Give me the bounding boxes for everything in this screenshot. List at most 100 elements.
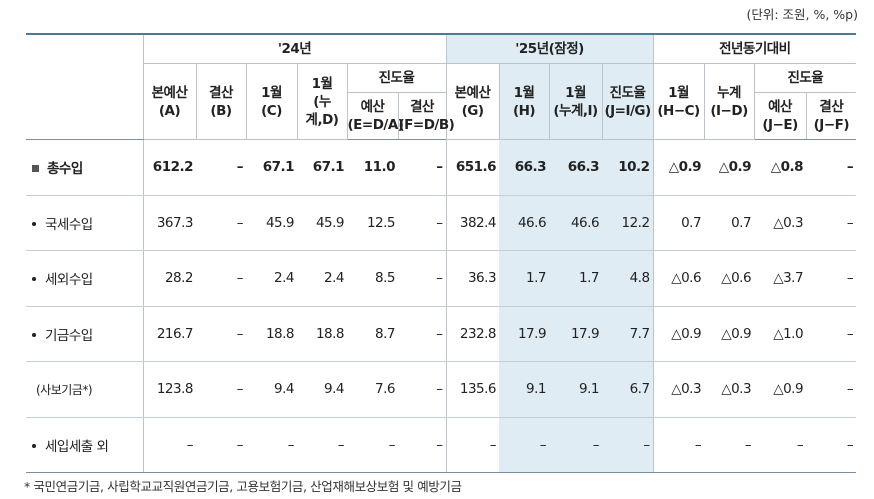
table-cell: 8.5 xyxy=(347,250,398,307)
table-cell: 17.9 xyxy=(549,306,603,362)
table-cell: – xyxy=(549,417,603,473)
table-cell: 46.6 xyxy=(549,195,603,251)
row-label: 기금수입 xyxy=(26,306,143,362)
table-cell: △0.8 xyxy=(754,139,807,196)
col-header-jf: 결산 (J−F) xyxy=(805,92,857,140)
header-progress-24: 진도율 xyxy=(346,63,447,93)
table-cell: – xyxy=(347,417,398,473)
table-cell: – xyxy=(754,417,807,473)
table-cell: △0.6 xyxy=(652,250,705,307)
table-cell: 4.8 xyxy=(602,250,654,307)
table-cell: 612.2 xyxy=(142,139,196,196)
table-row: 국세수입 367.3–45.9 45.9 12.5–382.4 46.6 46.6 12.2… xyxy=(26,195,857,251)
square-bullet-icon xyxy=(32,165,39,173)
table-cell: △0.9 xyxy=(652,139,705,196)
table-cell: – xyxy=(196,361,246,418)
col-header-b: 결산 (B) xyxy=(195,63,246,140)
table-cell: 8.7 xyxy=(347,306,398,362)
table-cell: 9.4 xyxy=(297,361,347,418)
header-group-25: '25년(잠정) xyxy=(445,33,654,64)
table-cell: 216.7 xyxy=(142,306,196,362)
table-cell: – xyxy=(398,250,447,307)
row-label: 국세수입 xyxy=(26,195,143,251)
table-cell: 651.6 xyxy=(445,139,500,196)
table-cell: △0.3 xyxy=(754,195,807,251)
table-cell: 9.4 xyxy=(246,361,297,418)
unit-note: (단위: 조원, %, %p) xyxy=(746,7,858,22)
table-cell: 9.1 xyxy=(499,361,550,418)
header-group-yoy: 전년동기대비 xyxy=(652,33,857,64)
table-cell: – xyxy=(297,417,347,473)
table-cell: – xyxy=(652,417,705,473)
table-cell: – xyxy=(142,417,196,473)
table-cell: 67.1 xyxy=(297,139,347,196)
row-label: 세외수입 xyxy=(26,250,143,307)
table-cell: △1.0 xyxy=(754,306,807,362)
table-cell: 0.7 xyxy=(652,195,705,251)
table-cell: 6.7 xyxy=(602,361,654,418)
table-cell: 2.4 xyxy=(246,250,297,307)
table-cell: 7.6 xyxy=(347,361,398,418)
col-header-h: 1월 (H) xyxy=(498,63,550,140)
table-cell: 0.7 xyxy=(704,195,755,251)
table-cell: – xyxy=(806,361,857,418)
table-cell: – xyxy=(806,417,857,473)
table-row: 세입세출 외 – – – – – – – – – – – – – – xyxy=(26,417,857,473)
table-cell: 12.2 xyxy=(602,195,654,251)
table-cell: △0.9 xyxy=(704,139,755,196)
dot-bullet-icon xyxy=(32,221,36,226)
row-label-text: 국세수입 xyxy=(45,216,93,233)
table-cell: 45.9 xyxy=(297,195,347,251)
table-cell: – xyxy=(196,139,246,196)
table-cell: – xyxy=(806,306,857,362)
table-cell: 1.7 xyxy=(549,250,603,307)
table-cell: – xyxy=(398,361,447,418)
row-label-text: 기금수입 xyxy=(45,327,93,344)
table-cell: – xyxy=(499,417,550,473)
table-row: (사보기금*) 123.8–9.4 9.4 7.6–135.6 9.1 9.1 6.7 △0.… xyxy=(26,361,857,418)
table-cell: 46.6 xyxy=(499,195,550,251)
table-cell: 66.3 xyxy=(499,139,550,196)
revenue-table: '24년 '25년(잠정) 전년동기대비 본예산 (A) 결산 (B) 1월 (C) … xyxy=(26,33,857,473)
table-cell: – xyxy=(196,195,246,251)
col-header-hc: 1월 (H−C) xyxy=(652,63,705,140)
table-cell: △3.7 xyxy=(754,250,807,307)
row-label-text: 세외수입 xyxy=(45,272,93,289)
table-cell: – xyxy=(806,250,857,307)
col-header-a: 본예산 (A) xyxy=(142,63,196,140)
table-cell: 135.6 xyxy=(445,361,500,418)
col-header-id: 누계 (I−D) xyxy=(703,63,755,140)
dot-bullet-icon xyxy=(32,332,36,337)
table-cell: – xyxy=(398,306,447,362)
header-group-24: '24년 xyxy=(142,33,447,64)
col-header-i: 1월 (누계,I) xyxy=(548,63,603,140)
table-cell: 10.2 xyxy=(602,139,654,196)
table-cell: – xyxy=(445,417,500,473)
table-cell: 232.8 xyxy=(445,306,500,362)
table-cell: – xyxy=(196,417,246,473)
table-cell: 123.8 xyxy=(142,361,196,418)
table-cell: 18.8 xyxy=(246,306,297,362)
table-cell: – xyxy=(602,417,654,473)
table-cell: 1.7 xyxy=(499,250,550,307)
row-label-text: 세입세출 외 xyxy=(45,438,109,455)
table-cell: △0.9 xyxy=(754,361,807,418)
row-label: 세입세출 외 xyxy=(26,417,143,473)
col-header-e: 예산 (E=D/A) xyxy=(346,92,404,140)
table-cell: 11.0 xyxy=(347,139,398,196)
table-cell: 28.2 xyxy=(142,250,196,307)
table-cell: 45.9 xyxy=(246,195,297,251)
footnote: * 국민연금기금, 사립학교교직원연금기금, 고용보험기금, 산업재해보상보험 … xyxy=(24,479,462,494)
table-row: 세외수입 28.2–2.4 2.4 8.5–36.3 1.7 1.7 4.8 △0.6 △0.6… xyxy=(26,250,857,307)
table-row-total: 총수입 612.2–67.1 67.1 11.0–651.6 66.3 66.3 10.2 △… xyxy=(26,139,857,196)
table-cell: 2.4 xyxy=(297,250,347,307)
table-cell: – xyxy=(398,195,447,251)
table-cell: 66.3 xyxy=(549,139,603,196)
row-label-text: 총수입 xyxy=(47,161,83,178)
table-cell: – xyxy=(196,306,246,362)
table-cell: – xyxy=(806,195,857,251)
table-cell: 12.5 xyxy=(347,195,398,251)
table-cell: 17.9 xyxy=(499,306,550,362)
header-corner xyxy=(26,33,143,140)
table-cell: △0.3 xyxy=(652,361,705,418)
